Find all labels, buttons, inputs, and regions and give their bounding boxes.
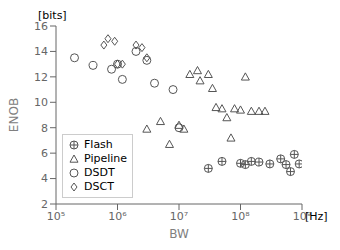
svg-text:10⁷: 10⁷ (170, 210, 188, 223)
svg-text:4: 4 (41, 172, 48, 185)
svg-text:BW: BW (169, 227, 189, 241)
svg-text:10⁵: 10⁵ (47, 210, 65, 223)
svg-text:10⁶: 10⁶ (108, 210, 127, 223)
svg-text:14: 14 (34, 45, 48, 58)
svg-text:10: 10 (34, 96, 48, 109)
svg-text:10⁸: 10⁸ (231, 210, 250, 223)
svg-text:2: 2 (41, 198, 48, 211)
svg-text:6: 6 (41, 147, 48, 160)
svg-text:12: 12 (34, 71, 48, 84)
svg-text:8: 8 (41, 122, 48, 135)
svg-text:ENOB: ENOB (8, 98, 21, 132)
